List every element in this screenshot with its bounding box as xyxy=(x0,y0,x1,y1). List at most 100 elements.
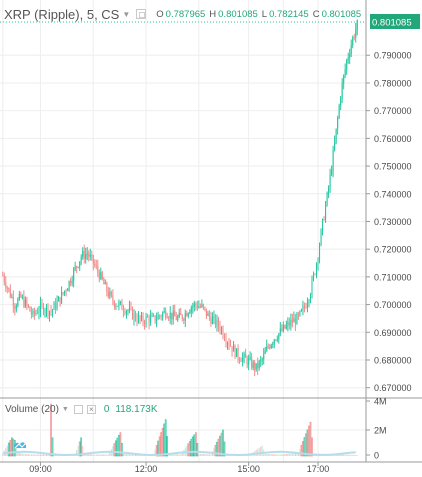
candle-body xyxy=(122,309,124,312)
candle-body xyxy=(65,290,67,292)
volume-bar xyxy=(297,452,299,456)
settings-box-icon[interactable] xyxy=(136,9,147,19)
candle-body xyxy=(183,319,185,321)
candle-body xyxy=(73,269,75,281)
visibility-box-icon[interactable] xyxy=(73,404,83,414)
candle-body xyxy=(257,363,259,369)
candle-body xyxy=(178,312,180,317)
candle-body xyxy=(168,318,170,319)
candle-body xyxy=(121,301,123,310)
volume-bar xyxy=(352,454,354,456)
volume-bar xyxy=(267,454,269,456)
candle-body xyxy=(273,339,275,344)
price-tick-label: 0.720000 xyxy=(374,245,412,255)
candle-body xyxy=(184,313,186,321)
candle-body xyxy=(213,316,215,318)
candle-body xyxy=(53,302,55,310)
volume-value: 118.173K xyxy=(115,403,158,415)
candle-body xyxy=(137,315,140,322)
volume-bars xyxy=(2,403,358,457)
volume-bar xyxy=(284,454,286,456)
volume-bar xyxy=(202,454,204,456)
candle-body xyxy=(217,319,219,327)
candle-body xyxy=(246,357,248,365)
volume-bar xyxy=(113,443,116,457)
candle-body xyxy=(346,60,348,70)
volume-bar xyxy=(272,454,274,456)
candle-body xyxy=(338,105,340,119)
candle-body xyxy=(38,311,40,314)
candle-body xyxy=(15,306,17,309)
candle-body xyxy=(20,294,22,298)
candle-body xyxy=(139,315,141,320)
candle-body xyxy=(249,357,251,359)
candle-body xyxy=(278,333,280,340)
candle-body xyxy=(297,313,299,316)
volume-zero: 0 xyxy=(103,403,110,415)
price-tick-label: 0.790000 xyxy=(374,51,412,61)
time-tick-label: 15:00 xyxy=(237,464,260,474)
candle-body xyxy=(33,310,35,314)
volume-bar xyxy=(157,440,159,457)
volume-bar xyxy=(279,454,281,456)
volume-bar xyxy=(38,454,40,456)
volume-bar xyxy=(86,454,88,456)
candle-body xyxy=(156,319,158,322)
chevron-down-icon[interactable]: ▼ xyxy=(61,405,69,413)
symbol-title[interactable]: XRP (Ripple), 5, CS xyxy=(4,6,120,22)
candle-body xyxy=(322,219,324,230)
price-tick-label: 0.710000 xyxy=(374,272,412,282)
candle-body xyxy=(109,291,111,297)
volume-bar xyxy=(269,454,271,456)
candle-body xyxy=(264,350,266,354)
volume-bar xyxy=(261,445,263,456)
volume-title[interactable]: Volume (20) xyxy=(5,403,59,415)
candle-body xyxy=(312,273,315,280)
volume-bar xyxy=(270,454,272,456)
volume-bar xyxy=(273,454,275,456)
candle-body xyxy=(181,315,183,320)
candle-body xyxy=(24,299,26,307)
candle-body xyxy=(162,312,164,317)
volume-bar xyxy=(77,445,79,456)
candle-body xyxy=(296,313,298,325)
volume-bar xyxy=(217,438,220,457)
volume-bar xyxy=(214,444,217,457)
candle-body xyxy=(201,304,203,307)
volume-bar xyxy=(2,453,4,456)
candle-body xyxy=(45,305,48,311)
candle-body xyxy=(8,287,10,289)
candle-body xyxy=(234,345,236,358)
close-icon[interactable]: × xyxy=(86,404,96,414)
price-tick-label: 0.680000 xyxy=(374,355,412,365)
volume-bar xyxy=(91,454,93,456)
candle-body xyxy=(147,316,149,318)
candle-body xyxy=(52,309,54,312)
candle-body xyxy=(153,315,155,317)
volume-bar xyxy=(155,445,158,457)
volume-bar xyxy=(39,454,41,456)
candle-body xyxy=(353,37,355,39)
price-tick-label: 0.750000 xyxy=(374,162,412,172)
volume-bar xyxy=(45,454,48,456)
candle-body xyxy=(151,315,153,317)
price-tick-label: 0.700000 xyxy=(374,300,412,310)
candle-body xyxy=(252,362,254,368)
candle-body xyxy=(222,328,224,337)
volume-bar xyxy=(154,449,156,456)
candle-body xyxy=(180,312,182,316)
candle-body xyxy=(349,54,351,58)
candle-body xyxy=(219,326,221,331)
candle-body xyxy=(113,301,115,307)
candle-body xyxy=(288,322,290,326)
candle-body xyxy=(355,29,357,38)
volume-bar xyxy=(355,454,357,456)
candle-body xyxy=(18,294,20,300)
volume-tick-label: 4M xyxy=(374,397,387,407)
volume-bar xyxy=(207,454,209,456)
chevron-down-icon[interactable]: ▼ xyxy=(122,9,131,19)
volume-bar xyxy=(285,453,287,456)
candle-body xyxy=(127,310,129,312)
volume-bar xyxy=(205,454,207,456)
